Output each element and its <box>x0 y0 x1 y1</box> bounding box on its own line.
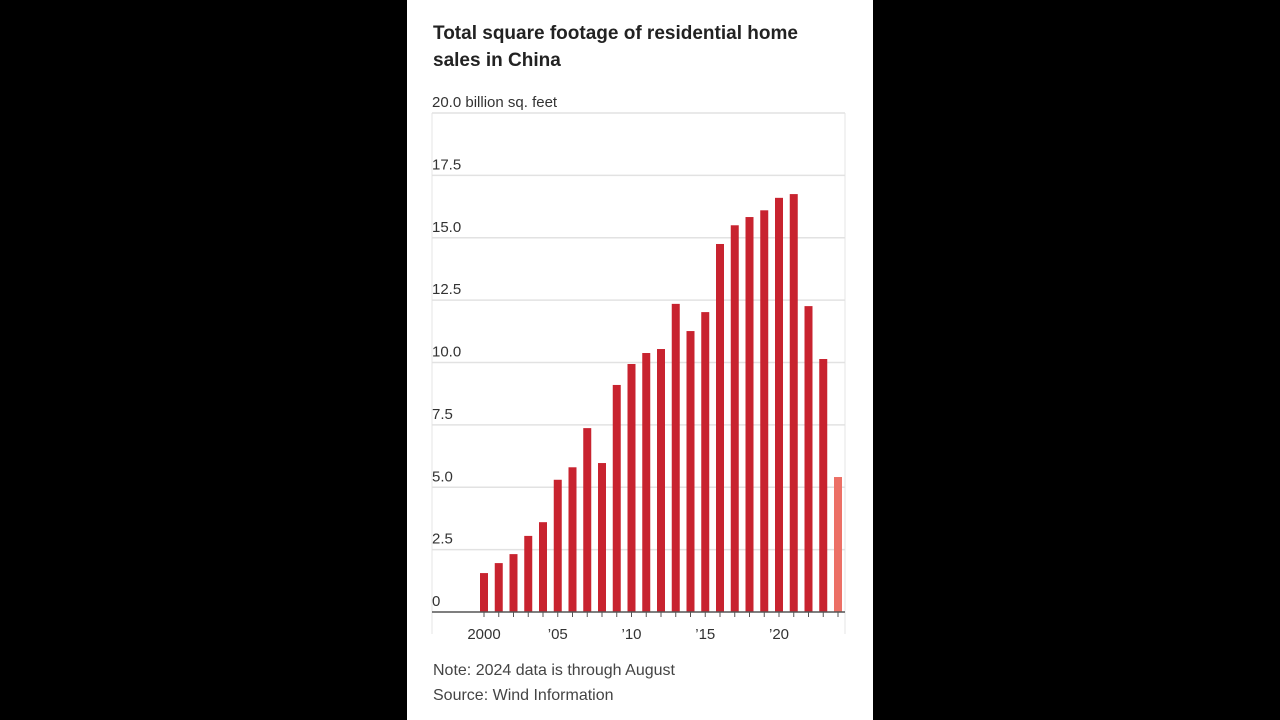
x-tick-label: ’15 <box>695 626 715 643</box>
bar-2005 <box>553 479 562 612</box>
bar-2017 <box>730 225 739 612</box>
x-tick-label: 2000 <box>467 626 500 643</box>
bar-2021 <box>789 194 798 612</box>
chart-title: Total square footage of residential home… <box>433 23 798 71</box>
y-tick-label: 5.0 <box>432 468 453 485</box>
bar-2013 <box>671 303 680 612</box>
x-tick-label: ’10 <box>621 626 641 643</box>
chart-source: Source: Wind Information <box>433 687 614 704</box>
y-tick-label: 12.5 <box>432 281 461 298</box>
bar-2011 <box>642 353 651 612</box>
y-tick-label: 17.5 <box>432 156 461 173</box>
bar-2008 <box>598 463 606 612</box>
bar-2015 <box>701 312 710 612</box>
y-tick-label: 2.5 <box>432 531 453 548</box>
x-tick-label: ’20 <box>769 626 789 643</box>
y-tick-label: 10.0 <box>432 344 461 361</box>
bar-2006 <box>568 467 577 612</box>
bar-2007 <box>583 428 592 612</box>
bar-2020 <box>775 197 783 612</box>
bar-2001 <box>494 563 503 612</box>
bar-2003 <box>524 535 533 612</box>
bar-2019 <box>760 210 769 612</box>
y-tick-label: 20.0 billion sq. feet <box>432 94 558 111</box>
x-tick-label: ’05 <box>548 626 568 643</box>
bar-2012 <box>657 349 665 612</box>
bar-2009 <box>612 384 621 612</box>
bar-2018 <box>745 217 754 612</box>
bar-2004 <box>539 522 547 612</box>
bar-2010 <box>627 363 636 612</box>
bar-chart: 0 2.5 5.0 7.5 10.0 12.5 15.0 17.5 20.0 billion s… <box>431 94 846 643</box>
bar-2023 <box>819 359 828 612</box>
bar-2022 <box>804 306 813 612</box>
bar-2000 <box>480 573 488 612</box>
bar-2024 <box>834 477 842 612</box>
bar-2014 <box>686 331 695 612</box>
chart-card: Total square footage of residential home… <box>407 0 873 720</box>
y-tick-label: 15.0 <box>432 219 461 236</box>
bar-2002 <box>509 554 518 612</box>
y-tick-label: 0 <box>432 593 440 610</box>
chart-note: Note: 2024 data is through August <box>433 662 675 679</box>
bar-2016 <box>716 243 724 613</box>
y-tick-label: 7.5 <box>432 406 453 423</box>
